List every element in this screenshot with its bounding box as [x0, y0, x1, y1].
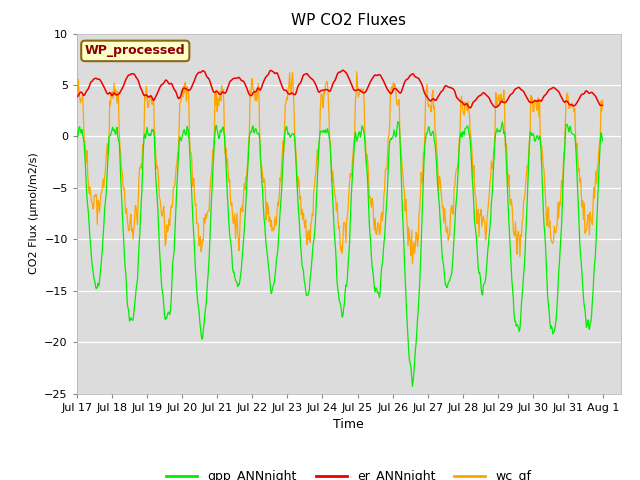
- Y-axis label: CO2 Flux (μmol/m2/s): CO2 Flux (μmol/m2/s): [29, 153, 38, 275]
- Text: WP_processed: WP_processed: [85, 44, 186, 58]
- X-axis label: Time: Time: [333, 418, 364, 431]
- Legend: gpp_ANNnight, er_ANNnight, wc_gf: gpp_ANNnight, er_ANNnight, wc_gf: [161, 465, 536, 480]
- Title: WP CO2 Fluxes: WP CO2 Fluxes: [291, 13, 406, 28]
